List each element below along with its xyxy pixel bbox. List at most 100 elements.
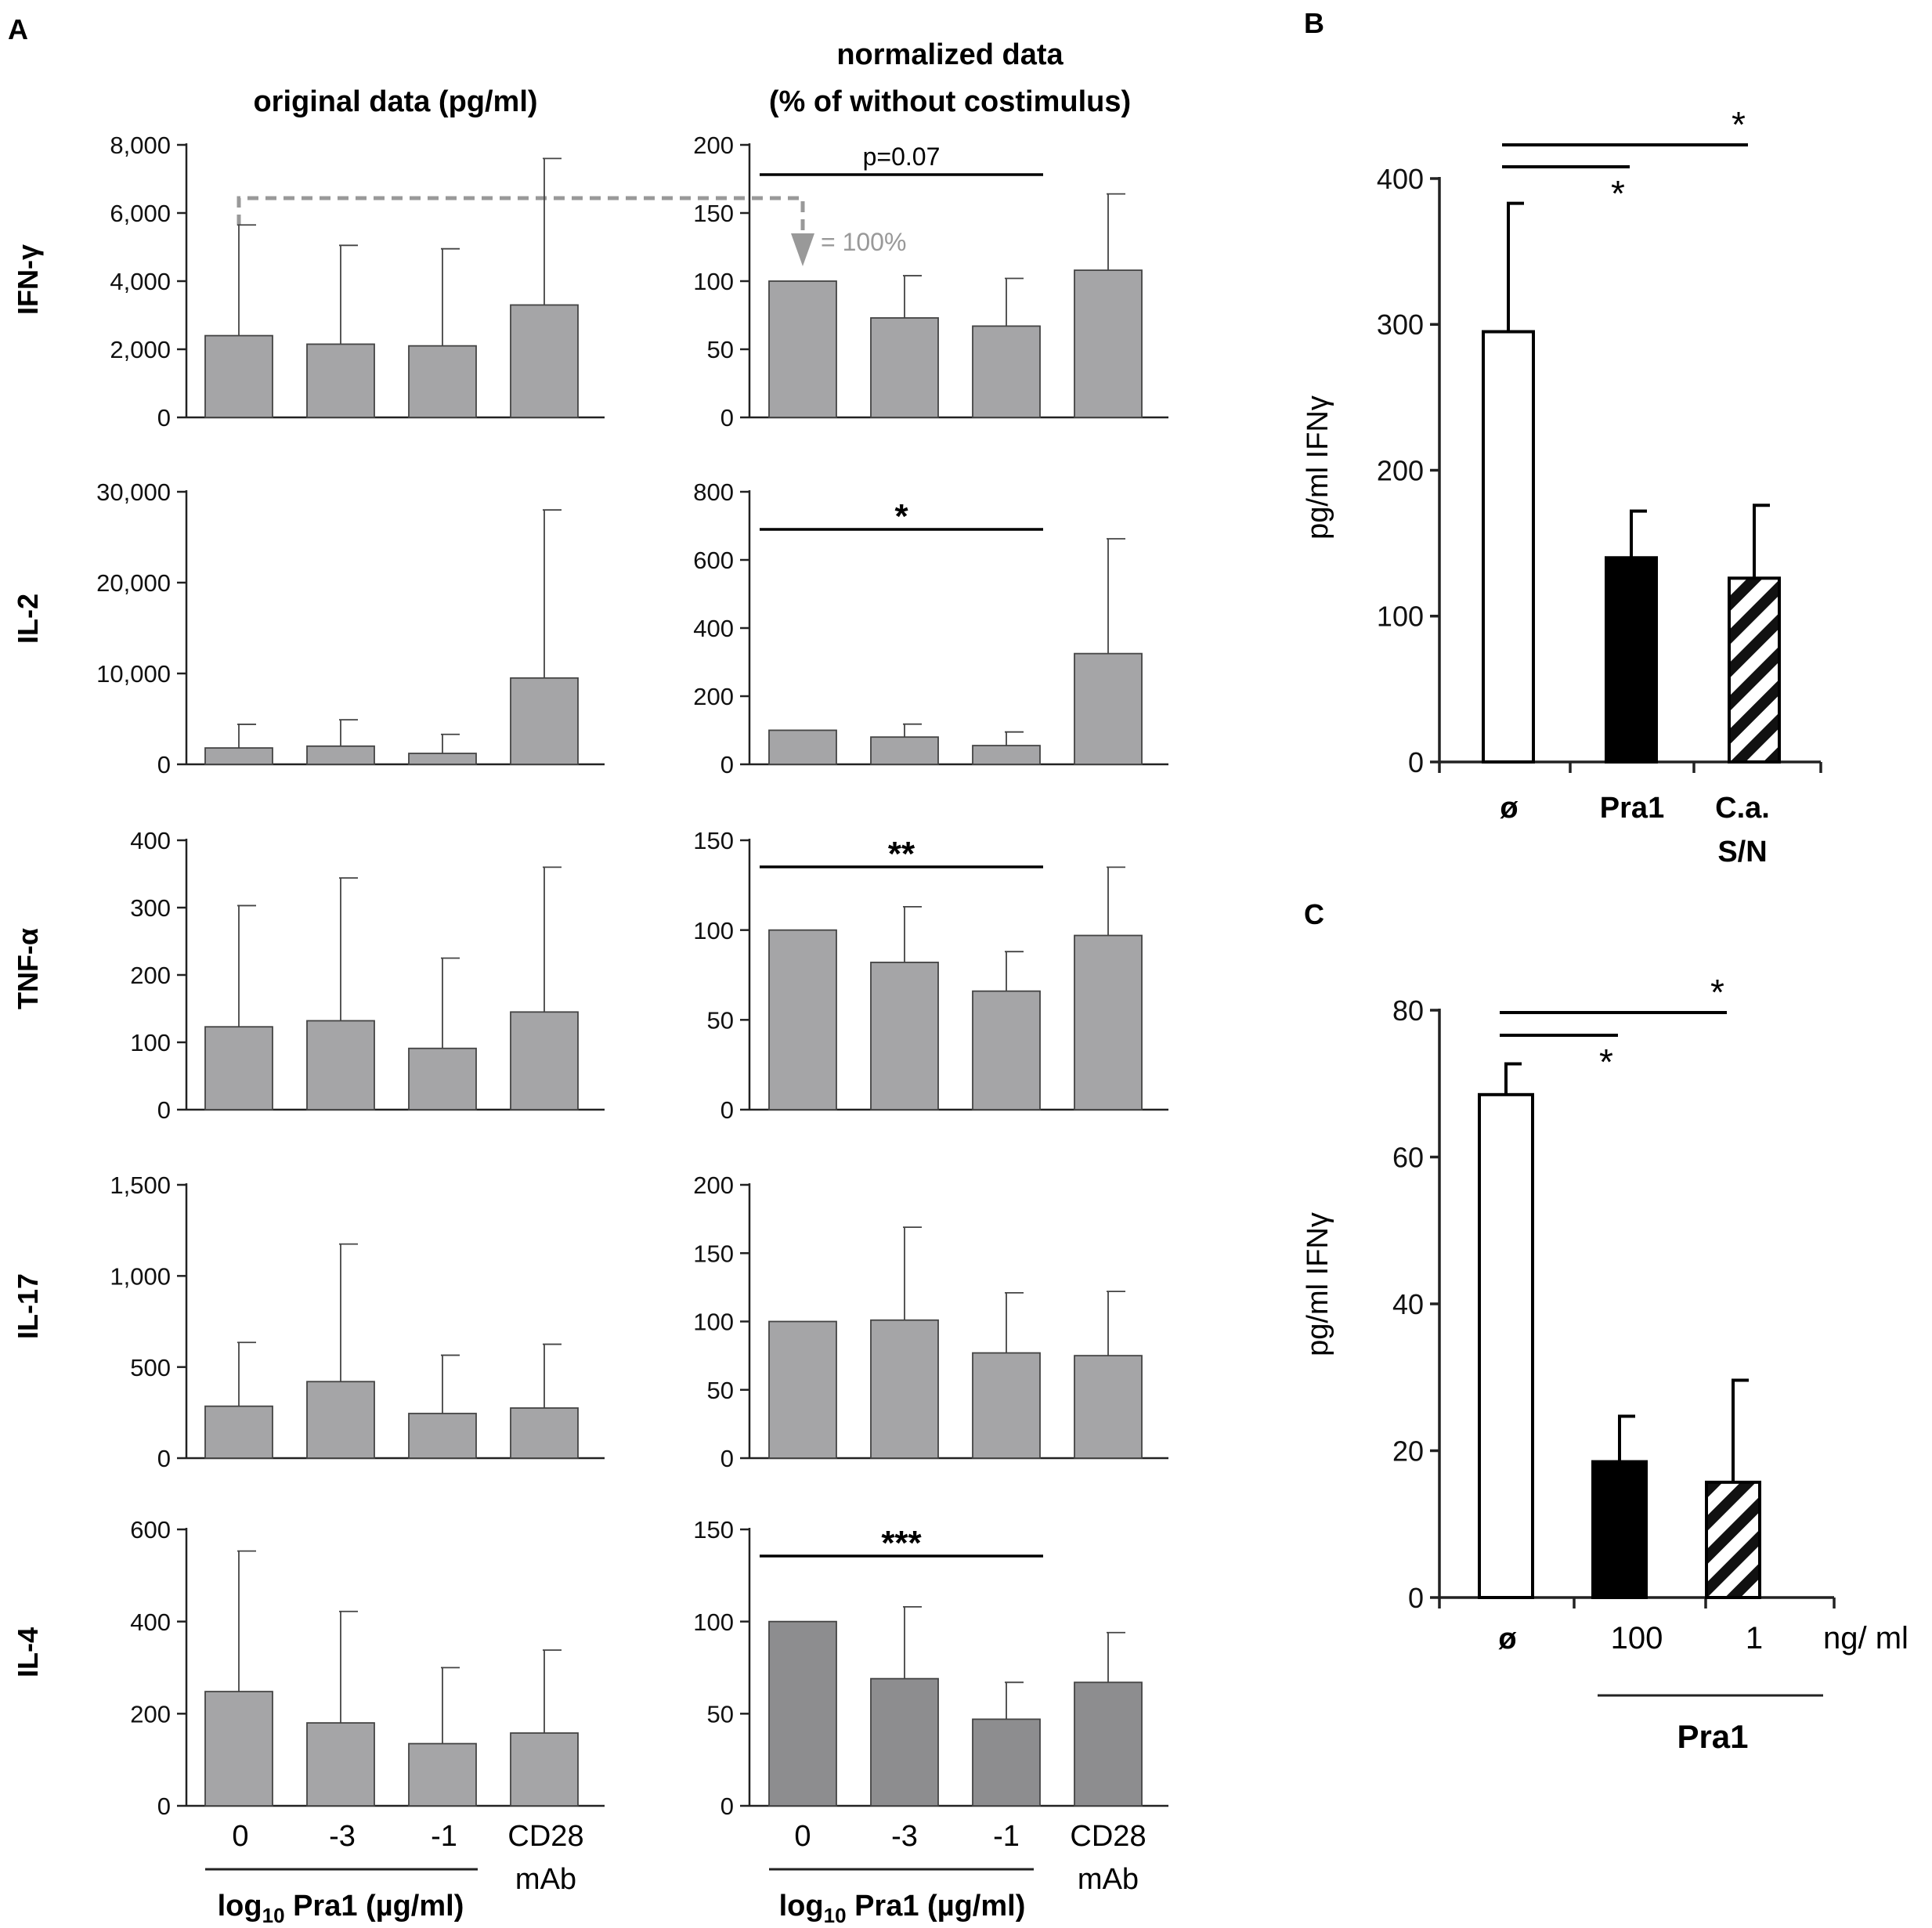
xlabel-cd28: CD28 bbox=[507, 1820, 583, 1853]
bar bbox=[972, 1718, 1041, 1807]
chart-b: 0 100 200 300 400 * * bbox=[1377, 104, 1822, 778]
y-tick-label: 300 bbox=[130, 894, 171, 922]
y-tick-label: 20 bbox=[1392, 1435, 1424, 1467]
y-tick-label: 150 bbox=[693, 827, 734, 854]
y-tick-label: 2,000 bbox=[110, 336, 171, 363]
panel-c-group-label: Pra1 bbox=[1677, 1718, 1748, 1755]
panel-c-unit: ng/ ml bbox=[1823, 1621, 1909, 1655]
y-tick-label: 40 bbox=[1392, 1288, 1424, 1320]
y-tick-label: 0 bbox=[157, 751, 171, 778]
y-tick-label: 400 bbox=[130, 827, 171, 854]
bar bbox=[306, 1381, 375, 1459]
panel-b-ylabel: pg/ml IFNγ bbox=[1302, 395, 1334, 540]
normalization-arrow: = 100% bbox=[237, 196, 906, 266]
bar bbox=[306, 1722, 375, 1807]
significance-stars: * bbox=[894, 497, 908, 536]
bar bbox=[408, 1047, 477, 1110]
bar bbox=[768, 929, 837, 1110]
bar bbox=[510, 1407, 579, 1459]
xlabel-minus1: -1 bbox=[431, 1820, 457, 1853]
y-tick-label: 100 bbox=[693, 917, 734, 944]
bar bbox=[510, 1732, 579, 1807]
bar bbox=[972, 325, 1041, 418]
bar bbox=[510, 677, 579, 765]
xlabel-minus1: -1 bbox=[993, 1820, 1020, 1853]
panel-label-b: B bbox=[1304, 7, 1324, 39]
bar bbox=[768, 280, 837, 418]
panel-b-xlabel-sn: S/N bbox=[1717, 836, 1767, 868]
bar bbox=[1591, 1460, 1648, 1599]
bar bbox=[1074, 1355, 1143, 1459]
y-tick-label: 1,500 bbox=[110, 1172, 171, 1199]
significance-stars: *** bbox=[881, 1524, 922, 1562]
y-tick-label: 100 bbox=[1377, 601, 1424, 633]
bar bbox=[204, 1691, 273, 1807]
y-tick-label: 0 bbox=[720, 1793, 734, 1820]
chart-a-il2-original: 0 10,000 20,000 30,000 bbox=[96, 478, 605, 778]
xlabel-0: 0 bbox=[794, 1820, 811, 1853]
y-tick-label: 0 bbox=[720, 751, 734, 778]
title-original-data: original data (pg/ml) bbox=[253, 85, 537, 118]
y-tick-label: 100 bbox=[693, 1608, 734, 1636]
bar bbox=[306, 343, 375, 418]
bar bbox=[1074, 934, 1143, 1110]
y-tick-label: 1,000 bbox=[110, 1262, 171, 1290]
bar bbox=[1705, 1480, 1761, 1599]
row-label-il4: IL-4 bbox=[12, 1627, 44, 1677]
bar bbox=[1605, 556, 1658, 764]
y-tick-label: 60 bbox=[1392, 1141, 1424, 1173]
row-label-il17: IL-17 bbox=[12, 1273, 44, 1339]
group-label-log-pra1: log10 Pra1 (µg/ml) bbox=[779, 1890, 1026, 1927]
significance-star: * bbox=[1710, 972, 1724, 1013]
bar bbox=[870, 1319, 939, 1459]
y-tick-label: 50 bbox=[707, 1377, 734, 1404]
y-tick-label: 0 bbox=[1408, 1582, 1424, 1614]
chart-a-il4-normalized: 0 50 100 150 *** bbox=[693, 1516, 1168, 1820]
bar bbox=[1478, 1092, 1534, 1599]
row-label-tnfa: TNF-α bbox=[12, 928, 44, 1009]
bar bbox=[768, 1620, 837, 1807]
y-tick-label: 200 bbox=[130, 962, 171, 989]
chart-a-tnfa-original: 0 100 200 300 400 bbox=[130, 827, 605, 1124]
row-label-il2: IL-2 bbox=[12, 594, 44, 644]
p-value-label: p=0.07 bbox=[863, 143, 941, 171]
xaxis-labels-normalized: 0 -3 -1 CD28 mAb log10 Pra1 (µg/ml) bbox=[769, 1820, 1147, 1927]
bar bbox=[510, 304, 579, 418]
y-tick-label: 0 bbox=[720, 1096, 734, 1124]
significance-star: * bbox=[1599, 1042, 1613, 1082]
group-label-log-pra1: log10 Pra1 (µg/ml) bbox=[218, 1890, 464, 1927]
panel-label-c: C bbox=[1304, 898, 1324, 930]
bar bbox=[408, 753, 477, 765]
bar bbox=[306, 745, 375, 765]
y-tick-label: 10,000 bbox=[96, 660, 171, 688]
chart-c: 0 20 40 60 80 * * bbox=[1392, 972, 1836, 1614]
title-normalized-line2: (% of without costimulus) bbox=[769, 85, 1131, 118]
xlabel-minus3: -3 bbox=[891, 1820, 918, 1853]
y-tick-label: 8,000 bbox=[110, 132, 171, 159]
y-tick-label: 500 bbox=[130, 1354, 171, 1381]
chart-a-ifng-original: 0 2,000 4,000 6,000 8,000 bbox=[110, 132, 605, 431]
chart-a-il17-original: 0 500 1,000 1,500 bbox=[110, 1172, 605, 1472]
xlabel-cd28-mab: mAb bbox=[1078, 1863, 1139, 1896]
chart-a-il2-normalized: 0 200 400 600 800 * bbox=[693, 478, 1168, 778]
y-tick-label: 0 bbox=[157, 1445, 171, 1472]
y-tick-label: 400 bbox=[1377, 163, 1424, 195]
panel-c-xlabel-1: 1 bbox=[1746, 1621, 1763, 1655]
bar bbox=[870, 736, 939, 765]
y-tick-label: 200 bbox=[693, 132, 734, 159]
y-tick-label: 0 bbox=[720, 1445, 734, 1472]
bar bbox=[408, 1742, 477, 1807]
bar bbox=[204, 1405, 273, 1459]
bar bbox=[870, 1677, 939, 1807]
y-tick-label: 200 bbox=[693, 683, 734, 710]
y-tick-label: 400 bbox=[693, 615, 734, 642]
bar bbox=[870, 962, 939, 1110]
y-tick-label: 4,000 bbox=[110, 268, 171, 295]
y-tick-label: 200 bbox=[1377, 454, 1424, 486]
y-tick-label: 600 bbox=[693, 547, 734, 574]
bar bbox=[204, 747, 273, 765]
y-tick-label: 300 bbox=[1377, 309, 1424, 341]
chart-a-ifng-normalized: 0 50 100 150 200 p=0.07 bbox=[693, 132, 1168, 431]
